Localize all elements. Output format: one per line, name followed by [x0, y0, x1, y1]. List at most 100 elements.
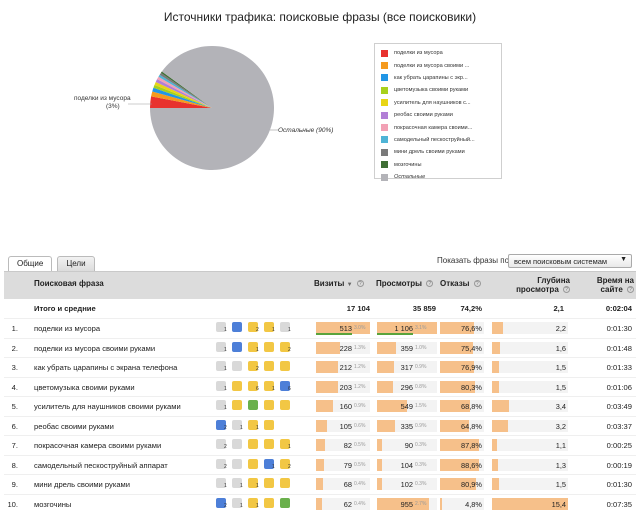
table-row[interactable]: 10. мозгочины 2 1 1 0.4% 62 2.7% 955 4,8% 15,4 0:07…: [4, 495, 636, 512]
row-phrase[interactable]: как убрать царапины с экрана телефона: [34, 363, 178, 372]
table-row[interactable]: 6. реобас своими руками 2 1 1 0.6% 105 0.9% 335 6…: [4, 417, 636, 436]
pie-slice[interactable]: [155, 79, 212, 108]
search-engine-icon[interactable]: 1: [232, 497, 243, 509]
search-engine-icon[interactable]: 1: [216, 478, 227, 489]
search-engine-icon[interactable]: 2: [248, 322, 259, 333]
legend-item[interactable]: реобас своими руками: [381, 109, 495, 121]
header-depth[interactable]: Глубина просмотра ?: [504, 276, 570, 294]
search-engine-icon[interactable]: 2: [280, 458, 291, 470]
row-phrase[interactable]: самодельный пескоструйный аппарат: [34, 460, 168, 470]
header-time[interactable]: Время на сайте ?: [580, 276, 634, 294]
search-engine-icon[interactable]: [232, 361, 242, 371]
pie-slice[interactable]: [154, 81, 212, 108]
tab-goals[interactable]: Цели: [57, 256, 95, 272]
search-engine-icon[interactable]: [232, 341, 242, 352]
row-phrase[interactable]: покрасочная камера своими руками: [34, 441, 162, 450]
search-engine-icon[interactable]: 2: [216, 458, 227, 470]
row-phrase[interactable]: реобас своими руками: [34, 421, 114, 431]
legend-item[interactable]: мини дрель своими руками: [381, 146, 495, 158]
search-engine-icon[interactable]: [280, 478, 290, 488]
row-phrase[interactable]: мозгочины: [34, 499, 72, 509]
pie-slice[interactable]: [153, 84, 212, 108]
search-engine-icon[interactable]: 2: [216, 419, 227, 431]
search-engine-icon[interactable]: [232, 380, 242, 391]
header-views[interactable]: Просмотры ?: [376, 279, 434, 288]
search-engine-icon[interactable]: 1: [232, 478, 243, 489]
help-icon[interactable]: ?: [563, 286, 570, 294]
search-engine-icon[interactable]: [248, 400, 258, 410]
legend-item[interactable]: поделки из мусора своими ...: [381, 59, 495, 71]
legend-item[interactable]: Остальные: [381, 171, 495, 183]
header-visits[interactable]: Визиты ▼ ?: [314, 279, 364, 288]
search-engine-icon[interactable]: 1: [248, 478, 259, 489]
search-engine-icon[interactable]: 1: [216, 400, 227, 411]
pie-slice[interactable]: [158, 74, 212, 108]
header-phrase[interactable]: Поисковая фраза: [34, 279, 104, 288]
help-icon[interactable]: ?: [627, 286, 634, 294]
search-engine-icon[interactable]: 2: [280, 341, 291, 353]
search-engine-icon[interactable]: 1: [216, 322, 227, 333]
search-engine-icon[interactable]: 6: [280, 380, 291, 392]
search-engine-icon[interactable]: 1: [248, 419, 259, 431]
pie-slice[interactable]: [151, 91, 212, 108]
search-engine-icon[interactable]: [280, 400, 290, 410]
pie-slice[interactable]: [150, 46, 274, 171]
header-bounces[interactable]: Отказы ?: [440, 279, 481, 288]
search-engine-icon[interactable]: 1: [248, 497, 259, 509]
table-row[interactable]: 8. самодельный пескоструйный аппарат 2 1 2 0.…: [4, 456, 636, 475]
search-engine-icon[interactable]: 1: [264, 322, 275, 333]
help-icon[interactable]: ?: [426, 280, 434, 288]
search-engine-icon[interactable]: [264, 439, 274, 449]
row-phrase[interactable]: поделки из мусора своими руками: [34, 343, 156, 353]
search-engine-icon[interactable]: 1: [264, 458, 275, 470]
search-engine-icon[interactable]: 1: [280, 322, 291, 333]
search-engine-icon[interactable]: 1: [232, 419, 243, 431]
search-engine-icon[interactable]: [264, 497, 274, 508]
legend-item[interactable]: как убрать царапины с экр...: [381, 72, 495, 84]
legend-item[interactable]: усилитель для наушников с...: [381, 97, 495, 109]
table-row[interactable]: 2. поделки из мусора своими руками 1 1 2 1.3%…: [4, 339, 636, 358]
search-engine-icon[interactable]: [232, 439, 242, 449]
search-engine-icon[interactable]: [232, 458, 242, 469]
search-engine-icon[interactable]: [280, 361, 290, 371]
search-engine-icon[interactable]: 2: [216, 439, 227, 450]
pie-slice[interactable]: [152, 87, 212, 108]
search-engine-icon[interactable]: 2: [248, 361, 259, 372]
search-engine-icon[interactable]: [232, 400, 242, 410]
search-engine-icon[interactable]: [248, 439, 258, 449]
table-row[interactable]: 9. мини дрель своими руками 1 1 1 0.4% 68 0.3% 1…: [4, 475, 636, 495]
pie-slice[interactable]: [160, 71, 212, 108]
table-row[interactable]: 5. усилитель для наушников своими руками 1…: [4, 397, 636, 417]
legend-item[interactable]: покрасочная камера своими...: [381, 121, 495, 133]
search-engine-icon[interactable]: [264, 478, 274, 488]
search-engine-icon[interactable]: [248, 458, 258, 469]
search-engine-icon[interactable]: [264, 400, 274, 410]
search-engine-icon[interactable]: [264, 361, 274, 371]
tab-general[interactable]: Общие: [8, 256, 53, 272]
row-phrase[interactable]: мини дрель своими руками: [34, 480, 131, 489]
help-icon[interactable]: ?: [356, 280, 364, 288]
search-engine-icon[interactable]: 1: [216, 380, 227, 392]
search-engine-icon[interactable]: 6: [248, 380, 259, 392]
legend-item[interactable]: поделки из мусора: [381, 47, 495, 59]
pie-slice[interactable]: [159, 72, 212, 108]
table-row[interactable]: 3. как убрать царапины с экрана телефона 1…: [4, 358, 636, 378]
help-icon[interactable]: ?: [473, 280, 481, 288]
search-engine-icon[interactable]: 1: [248, 341, 259, 353]
legend-item[interactable]: самодельный пескоструйный...: [381, 134, 495, 146]
search-engine-icon[interactable]: 2: [216, 497, 227, 509]
search-engine-icon[interactable]: 1: [280, 439, 291, 450]
row-phrase[interactable]: усилитель для наушников своими руками: [34, 402, 181, 411]
search-engine-icon[interactable]: 1: [216, 361, 227, 372]
pie-slice[interactable]: [150, 96, 212, 108]
search-engine-select[interactable]: всем поисковым системам ▼: [508, 254, 632, 268]
search-engine-icon[interactable]: 1: [264, 380, 275, 392]
search-engine-icon[interactable]: [264, 419, 274, 430]
table-row[interactable]: 7. покрасочная камера своими руками 2 1 0.5%…: [4, 436, 636, 456]
pie-slice[interactable]: [157, 76, 212, 108]
row-phrase[interactable]: поделки из мусора: [34, 324, 101, 333]
legend-item[interactable]: мозгочины: [381, 159, 495, 171]
search-engine-icon[interactable]: [232, 322, 242, 332]
search-engine-icon[interactable]: 1: [216, 341, 227, 353]
table-row[interactable]: 4. цветомузыка своими руками 1 6 1 6 1.2% 203 0.…: [4, 378, 636, 397]
